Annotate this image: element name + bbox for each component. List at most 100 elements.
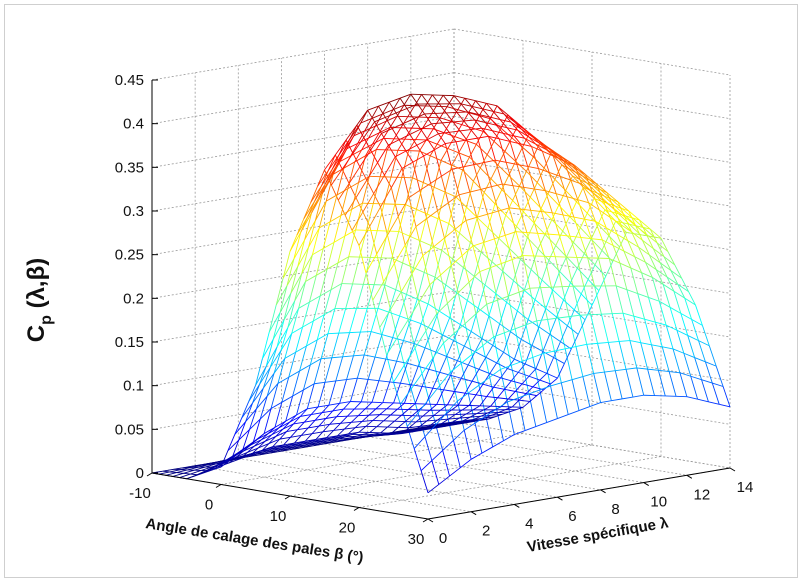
surface-mesh-segment (510, 331, 522, 340)
surface-mesh-segment (600, 200, 613, 213)
surface-mesh-segment (395, 108, 408, 114)
surface-mesh-segment (365, 144, 373, 156)
surface-mesh-segment (361, 137, 369, 151)
surface-mesh-segment (496, 352, 504, 364)
surface-mesh-segment (539, 373, 548, 381)
surface-mesh-segment (642, 239, 654, 249)
x-tick-label: -10 (129, 485, 151, 502)
surface-mesh-segment (261, 446, 273, 452)
surface-mesh-segment (378, 105, 386, 118)
surface-mesh-segment (507, 368, 519, 373)
surface-mesh-segment (669, 371, 681, 374)
surface-mesh-segment (191, 464, 203, 468)
surface-mesh-segment (364, 401, 373, 410)
surface-mesh-segment (530, 269, 543, 281)
surface-mesh-segment (328, 161, 341, 181)
surface-mesh-segment (406, 294, 418, 300)
surface-mesh-segment (283, 300, 296, 321)
surface-mesh-segment (302, 364, 311, 391)
surface-mesh-segment (487, 409, 495, 414)
surface-mesh-segment (491, 183, 503, 188)
surface-mesh-segment (445, 258, 454, 286)
surface-mesh-segment (436, 302, 448, 315)
surface-mesh-segment (645, 262, 653, 278)
surface-mesh-segment (330, 283, 343, 291)
surface-mesh-segment (360, 331, 372, 333)
surface-mesh-segment (587, 279, 600, 292)
surface-mesh-segment (442, 450, 451, 477)
surface-mesh-segment (442, 334, 454, 341)
surface-mesh-segment (489, 377, 498, 410)
surface-mesh-segment (351, 230, 360, 246)
surface-mesh-segment (369, 206, 381, 227)
surface-mesh-segment (330, 262, 339, 290)
surface-mesh-segment (430, 419, 438, 426)
surface-mesh-segment (540, 208, 553, 221)
surface-mesh-segment (525, 324, 534, 358)
z-tick-label: 0.25 (115, 247, 144, 264)
grid-line (220, 433, 524, 485)
surface-mesh-segment (451, 152, 460, 166)
surface-mesh-segment (448, 417, 460, 420)
surface-mesh-segment (649, 254, 661, 264)
surface-layer (151, 93, 731, 494)
surface-mesh-segment (629, 340, 641, 344)
surface-mesh-segment (633, 316, 642, 343)
surface-mesh-segment (198, 464, 210, 468)
surface-mesh-segment (316, 440, 328, 444)
surface-mesh-segment (564, 348, 573, 380)
surface-mesh-segment (421, 386, 433, 389)
surface-mesh-segment (516, 163, 528, 167)
surface-mesh-segment (530, 248, 539, 270)
surface-mesh-segment (475, 100, 487, 104)
surface-mesh-segment (227, 434, 236, 451)
surface-mesh-segment (169, 469, 181, 473)
surface-mesh-segment (463, 120, 472, 130)
surface-mesh-segment (549, 333, 561, 342)
surface-mesh-segment (412, 429, 424, 433)
surface-mesh-segment (328, 402, 340, 406)
surface-mesh-segment (572, 175, 584, 188)
surface-mesh-segment (404, 127, 413, 140)
x-tick-label: 0 (205, 497, 213, 514)
surface-mesh-segment (504, 151, 516, 162)
surface-mesh-segment (506, 127, 518, 131)
surface-mesh-segment (539, 385, 551, 391)
surface-mesh-segment (556, 193, 568, 198)
surface-mesh-segment (571, 165, 583, 177)
surface-mesh-segment (257, 433, 269, 440)
surface-mesh-segment (458, 194, 467, 221)
surface-mesh-segment (529, 196, 542, 209)
surface-mesh-segment (500, 263, 509, 297)
surface-mesh-segment (437, 210, 445, 239)
surface-mesh-segment (270, 450, 282, 454)
surface-mesh-segment (462, 156, 470, 171)
surface-mesh-segment (580, 237, 589, 258)
surface-mesh-segment (366, 434, 378, 437)
surface-mesh-segment (407, 302, 420, 321)
surface-mesh-segment (412, 162, 421, 191)
surface-mesh-segment (503, 113, 516, 123)
surface-mesh-segment (583, 253, 596, 266)
surface-mesh-segment (680, 313, 689, 336)
surface-mesh-segment (447, 292, 459, 304)
surface-mesh-segment (514, 383, 523, 392)
surface-mesh-segment (353, 354, 365, 357)
surface-mesh-segment (377, 307, 389, 313)
surface-mesh-segment (525, 393, 537, 397)
surface-mesh-segment (511, 360, 523, 366)
surface-mesh-segment (453, 333, 462, 364)
surface-mesh-segment (390, 309, 398, 338)
surface-mesh-segment (364, 354, 376, 358)
surface-mesh-segment (375, 138, 384, 150)
surface-mesh-segment (556, 316, 568, 327)
surface-mesh-segment (418, 284, 431, 303)
surface-mesh-segment (443, 237, 452, 266)
surface-mesh-segment (493, 141, 506, 152)
surface-mesh-segment (361, 414, 370, 422)
surface-mesh-segment (593, 198, 602, 202)
surface-mesh-segment (485, 408, 497, 417)
surface-mesh-segment (466, 420, 478, 424)
surface-mesh-segment (319, 269, 328, 297)
surface-mesh-segment (708, 401, 720, 405)
